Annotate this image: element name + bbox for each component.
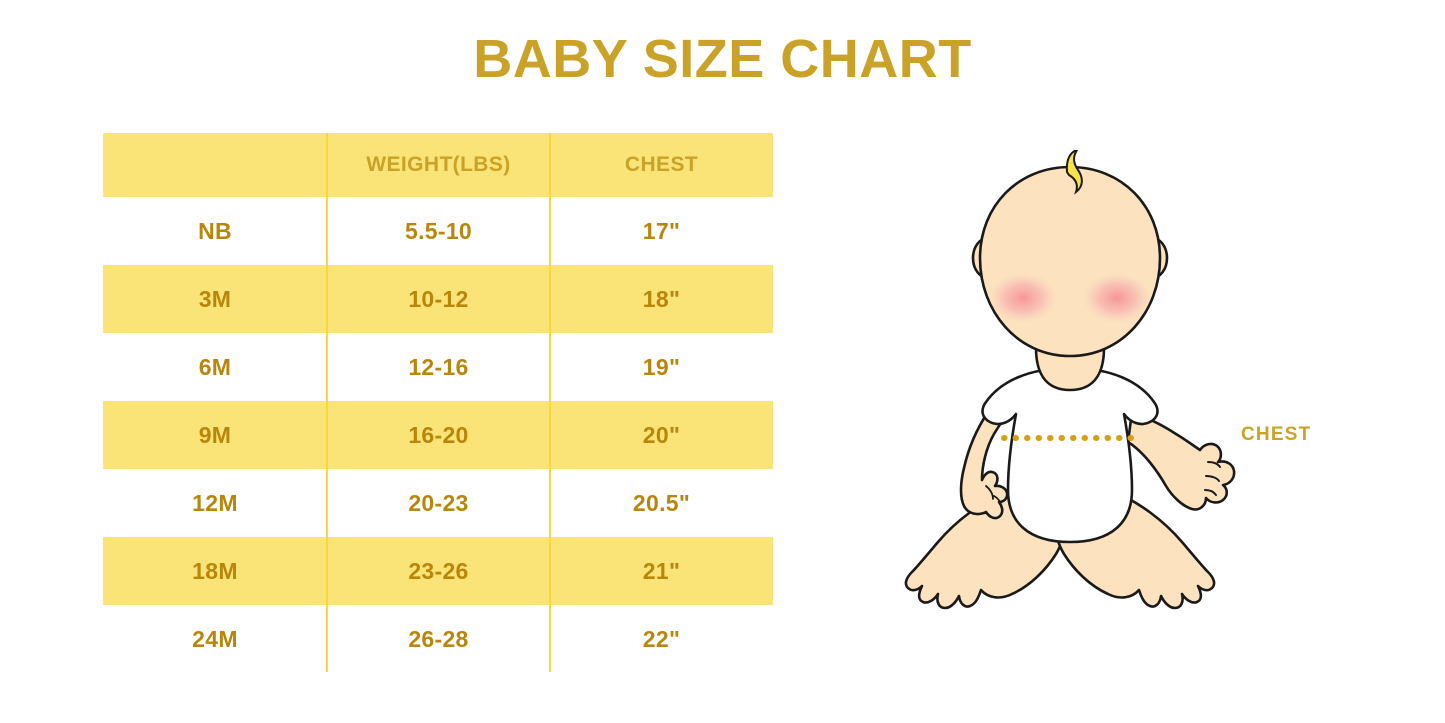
left-arm <box>959 410 1012 520</box>
table-row: 24M 26-28 22" <box>103 605 773 673</box>
baby-illustration <box>904 150 1236 610</box>
table-header-row: WEIGHT(LBS) CHEST <box>103 133 773 197</box>
cell-chest: 17" <box>642 217 681 244</box>
right-arm <box>1126 410 1236 511</box>
cell-chest: 21" <box>642 557 681 584</box>
head <box>978 165 1162 358</box>
cell-weight: 5.5-10 <box>404 217 472 244</box>
hair-curl-icon <box>1065 150 1083 195</box>
onesie-body <box>981 366 1159 544</box>
column-divider-1 <box>326 133 328 672</box>
cell-weight: 12-16 <box>408 353 469 380</box>
cell-size: 24M <box>192 625 238 652</box>
cell-weight: 26-28 <box>408 625 469 652</box>
cell-size: NB <box>198 217 232 244</box>
column-header-chest: CHEST <box>624 153 699 176</box>
table-row: 3M 10-12 18" <box>103 265 773 333</box>
table-row: NB 5.5-10 17" <box>103 197 773 265</box>
neck <box>1034 346 1106 392</box>
cell-size: 6M <box>198 353 232 380</box>
cell-weight: 23-26 <box>408 557 469 584</box>
cell-weight: 10-12 <box>408 285 469 312</box>
left-blush <box>989 273 1057 323</box>
cell-weight: 16-20 <box>408 421 469 448</box>
column-divider-2 <box>549 133 551 672</box>
cell-chest: 20" <box>642 421 681 448</box>
cell-chest: 20.5" <box>632 489 691 516</box>
chest-label: CHEST <box>1241 424 1312 445</box>
cell-chest: 19" <box>642 353 681 380</box>
size-table: WEIGHT(LBS) CHEST NB 5.5-10 17" 3M 10-12… <box>103 133 773 673</box>
cell-size: 18M <box>192 557 238 584</box>
cell-weight: 20-23 <box>408 489 469 516</box>
table-row: 18M 23-26 21" <box>103 537 773 605</box>
right-blush <box>1083 273 1151 323</box>
page-title: BABY SIZE CHART <box>473 29 972 89</box>
column-header-weight: WEIGHT(LBS) <box>366 153 511 176</box>
cell-size: 9M <box>198 421 232 448</box>
table-row: 12M 20-23 20.5" <box>103 469 773 537</box>
cell-size: 12M <box>192 489 238 516</box>
cell-chest: 22" <box>642 625 681 652</box>
cell-chest: 18" <box>642 285 681 312</box>
table-row: 9M 16-20 20" <box>103 401 773 469</box>
left-hand-finger-lines <box>985 485 1002 507</box>
table-row: 6M 12-16 19" <box>103 333 773 401</box>
arms-group <box>959 410 1236 520</box>
fist-finger-lines <box>1204 461 1221 496</box>
cell-size: 3M <box>198 285 232 312</box>
head-group <box>971 150 1169 358</box>
